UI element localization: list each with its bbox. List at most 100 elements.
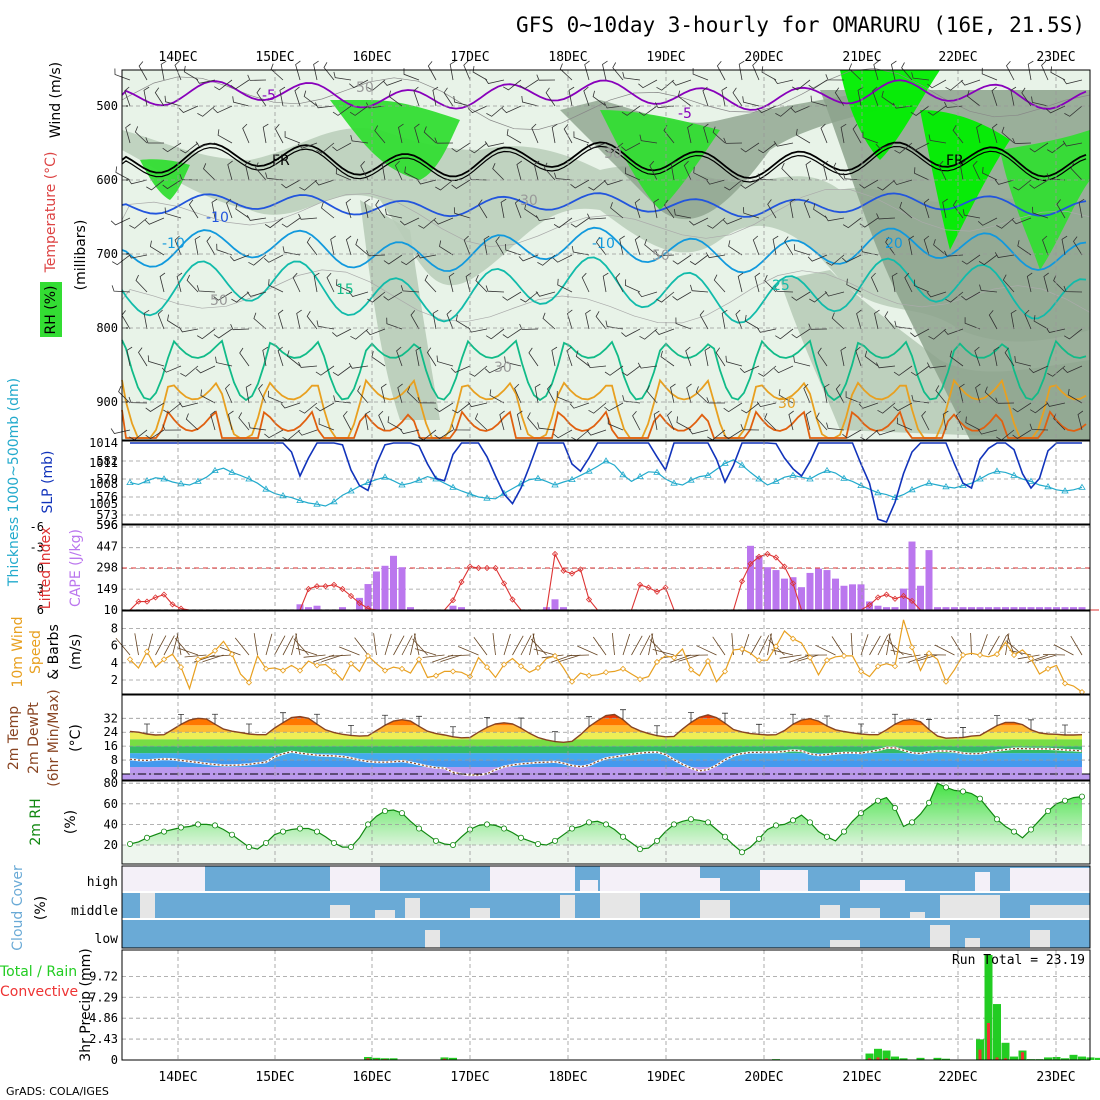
wind-barb: [427, 61, 437, 81]
thickness-marker: [1027, 477, 1035, 484]
wind-barb: [646, 385, 658, 404]
wind-barb: [227, 160, 233, 181]
wind-barb: [407, 386, 420, 404]
wind-speed-marker: [789, 635, 797, 642]
rh-marker: [994, 816, 1001, 823]
cape-bar: [993, 607, 1001, 610]
minmax-marker: [416, 715, 422, 727]
wind-speed-marker: [1061, 680, 1069, 687]
wind-barb: [514, 198, 522, 219]
wind-tick-label: 2: [111, 673, 118, 687]
wind-barb: [695, 386, 709, 404]
wind-barb: [1064, 105, 1083, 117]
wind-barb: [332, 328, 352, 337]
wind-barb: [333, 71, 352, 81]
wind-barb: [858, 402, 879, 409]
minmax-marker: [858, 723, 864, 734]
cape-bar: [840, 585, 848, 610]
wind-barb: [621, 105, 641, 116]
wind-barb: [434, 137, 454, 144]
wind-barb: [446, 309, 454, 330]
thickness-marker: [364, 478, 372, 485]
wind-barb: [161, 365, 182, 373]
lifted-index-marker: [874, 594, 882, 601]
wind-barb: [262, 123, 269, 144]
wind-barb: [416, 252, 437, 259]
wind-barb: [1063, 285, 1083, 293]
wind-barb: [413, 86, 420, 107]
rh-marker: [535, 840, 542, 847]
wind-speed-marker: [704, 658, 712, 665]
minmax-marker: [586, 716, 592, 727]
slp-tick-label: 1011: [89, 456, 118, 470]
cloud-high-clear: [330, 866, 380, 891]
wind-barb: [200, 389, 216, 404]
wind-barb: [842, 217, 862, 229]
wind-barb: [213, 328, 233, 339]
wind-barb: [959, 160, 966, 181]
lifted-index-marker: [330, 581, 338, 588]
contour-label: 30: [494, 360, 512, 376]
wind-speed-marker: [194, 656, 202, 663]
wind-legend-label: Wind (m/s): [48, 62, 64, 138]
wind-barb: [160, 60, 167, 81]
rh-marker: [637, 846, 644, 853]
lifted-index-marker: [636, 581, 644, 588]
wind-barb: [639, 134, 658, 144]
wind-barb: [216, 243, 233, 256]
wind-barb: [433, 217, 454, 225]
wind-barb: [502, 291, 522, 301]
temp-contour-line: [121, 339, 1087, 402]
cloud-mid-clear: [560, 895, 575, 918]
wind-barb: [399, 428, 420, 435]
precip-total-bar: [916, 1057, 925, 1060]
precip-total-bar: [1001, 1042, 1010, 1060]
wind-barb: [1053, 275, 1066, 293]
wind-barb: [683, 160, 692, 181]
wind-barb: [286, 350, 301, 367]
wind-barb: [145, 429, 165, 440]
wind-speed-marker: [415, 656, 423, 663]
rh-marker: [1079, 793, 1086, 800]
wind-barb: [453, 207, 471, 219]
cape-bar: [900, 588, 907, 610]
wind-barb: [527, 412, 539, 431]
wind-speed-marker: [364, 652, 372, 659]
wind-barb: [752, 235, 760, 256]
rh-legend-label: RH (%): [43, 286, 59, 335]
wind-barb: [434, 402, 454, 413]
bottom-date-label: 23DEC: [1036, 1070, 1075, 1085]
wind-barb: [793, 244, 811, 256]
wind-barb: [687, 123, 693, 144]
surface-wind-barb: [789, 654, 811, 663]
surface-wind-barb: [860, 634, 869, 656]
wind-barb: [595, 311, 607, 330]
rh-marker: [483, 821, 490, 828]
wind-barb: [297, 142, 318, 149]
lifted-index-marker: [891, 595, 899, 602]
thickness-marker: [415, 476, 423, 483]
surface-wind-barb: [890, 649, 913, 656]
bottom-date-label: 16DEC: [352, 1070, 391, 1085]
temp-contour-line: [121, 256, 1087, 324]
wind-barb: [115, 166, 131, 181]
wind-barb: [910, 365, 930, 376]
thickness-top-tick-label: 596: [96, 518, 118, 532]
wind-barb: [793, 356, 811, 367]
temp-tick-label: 16: [104, 739, 118, 753]
wind-barb: [744, 314, 760, 330]
wind-barb: [1078, 198, 1085, 219]
surface-wind-barb: [172, 633, 179, 656]
wind-speed-marker: [347, 660, 355, 667]
wind-barb: [468, 142, 488, 154]
thickness-marker: [925, 479, 933, 486]
cape-bar: [925, 550, 933, 610]
surface-wind-barb: [410, 633, 416, 656]
wind-speed-marker: [449, 668, 457, 675]
wind-barb: [752, 60, 760, 81]
temp-tick-label: 24: [104, 725, 118, 739]
contour-label: -10: [592, 236, 615, 252]
wind-barb: [715, 347, 726, 367]
wind-barb: [610, 202, 624, 219]
wind-barb: [942, 198, 948, 219]
